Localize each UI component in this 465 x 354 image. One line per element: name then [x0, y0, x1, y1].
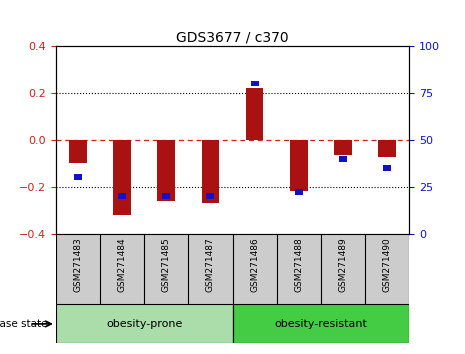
Bar: [56, 304, 232, 343]
Bar: [162, 193, 170, 199]
Bar: [74, 175, 82, 180]
Text: GSM271485: GSM271485: [162, 237, 171, 292]
Bar: [232, 304, 409, 343]
Bar: [290, 140, 307, 192]
Text: obesity-prone: obesity-prone: [106, 319, 182, 329]
Text: GSM271486: GSM271486: [250, 237, 259, 292]
Text: GSM271484: GSM271484: [118, 237, 126, 292]
Bar: [339, 156, 347, 161]
Bar: [206, 193, 214, 199]
Text: obesity-resistant: obesity-resistant: [274, 319, 367, 329]
Title: GDS3677 / c370: GDS3677 / c370: [176, 31, 289, 45]
Text: GSM271488: GSM271488: [294, 237, 303, 292]
Bar: [295, 189, 303, 195]
Text: disease state: disease state: [0, 319, 51, 329]
Text: GSM271487: GSM271487: [206, 237, 215, 292]
Bar: [334, 140, 352, 155]
Bar: [251, 81, 259, 86]
Bar: [56, 304, 232, 343]
Bar: [118, 193, 126, 199]
Bar: [383, 165, 391, 171]
Bar: [157, 140, 175, 201]
Bar: [378, 140, 396, 158]
Text: GSM271489: GSM271489: [339, 237, 347, 292]
Text: GSM271483: GSM271483: [73, 237, 82, 292]
Bar: [113, 140, 131, 215]
Text: GSM271490: GSM271490: [383, 237, 392, 292]
Bar: [201, 140, 219, 203]
Bar: [232, 304, 409, 343]
Bar: [69, 140, 86, 163]
Bar: [246, 88, 263, 140]
